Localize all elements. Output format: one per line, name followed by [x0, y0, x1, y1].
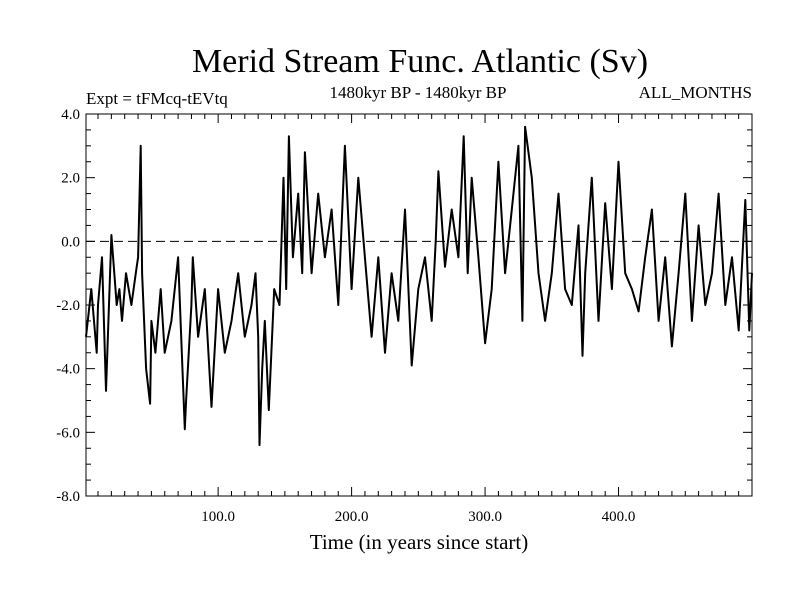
y-tick-label: 2.0	[61, 171, 80, 187]
plot-frame	[85, 113, 753, 497]
y-tick-label: -2.0	[56, 298, 80, 314]
x-axis-ticks: 100.0 200.0 300.0 400.0	[97, 114, 753, 525]
y-tick-label: 0.0	[61, 234, 80, 250]
x-tick-label: 400.0	[602, 509, 636, 525]
months-label: ALL_MONTHS	[639, 83, 752, 102]
y-tick-label: -4.0	[56, 362, 80, 378]
series-line	[85, 125, 753, 447]
x-tick-label: 200.0	[335, 509, 369, 525]
y-axis-ticks: -8.0 -6.0 -4.0 -2.0 0.0 2.0 4.0	[56, 107, 752, 505]
period-label: 1480kyr BP - 1480kyr BP	[330, 83, 507, 102]
x-tick-label: 100.0	[201, 509, 235, 525]
x-axis-label: Time (in years since start)	[310, 530, 529, 554]
experiment-label: Expt = tFMcq-tEVtq	[86, 89, 228, 108]
x-tick-label: 300.0	[468, 509, 502, 525]
y-tick-label: -6.0	[56, 425, 80, 441]
chart-title: Merid Stream Func. Atlantic (Sv)	[192, 43, 648, 80]
y-tick-label: -8.0	[56, 489, 80, 505]
y-tick-label: 4.0	[61, 107, 80, 123]
